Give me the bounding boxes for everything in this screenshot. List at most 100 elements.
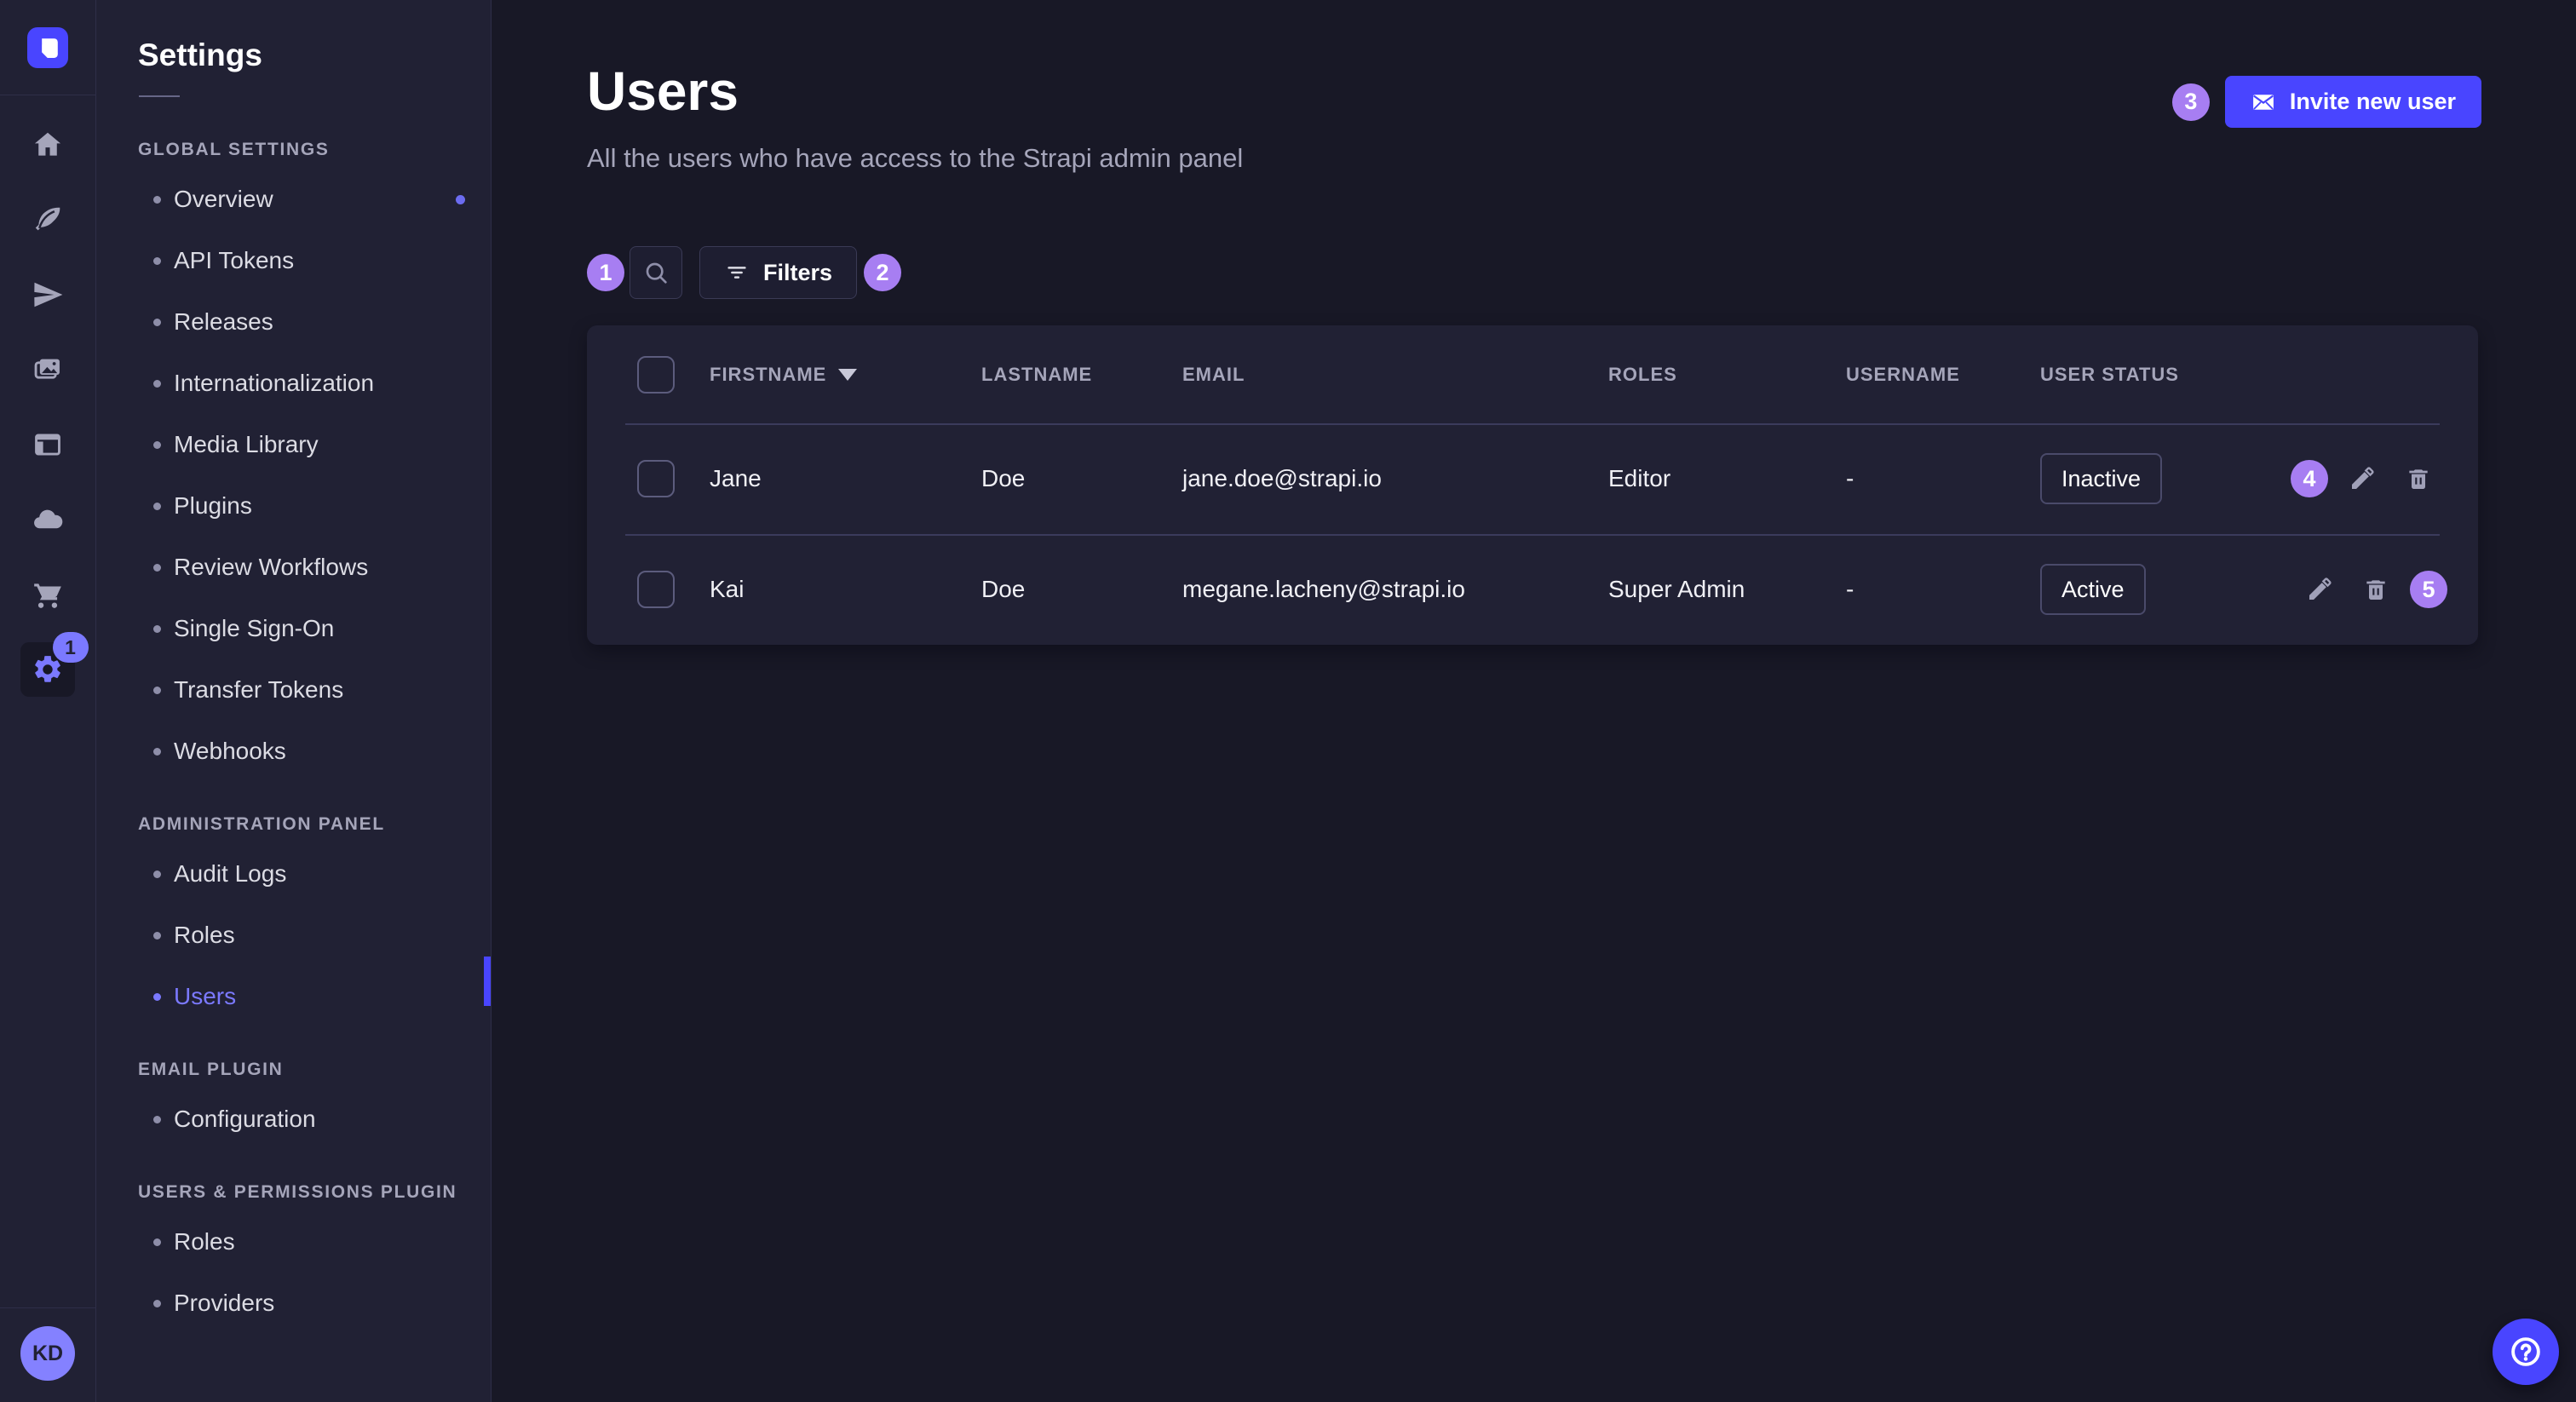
table-row[interactable]: Kai Doe megane.lacheny@strapi.io Super A… <box>587 534 2478 645</box>
help-button[interactable] <box>2493 1319 2559 1385</box>
workspace-logo-container[interactable] <box>0 0 95 95</box>
sidebar-item-single-sign-on[interactable]: Single Sign-On <box>96 598 491 659</box>
marketplace-cart-icon[interactable] <box>31 577 65 612</box>
page-subtitle: All the users who have access to the Str… <box>587 143 1244 173</box>
sidebar-item-releases[interactable]: Releases <box>96 291 491 353</box>
annotation-badge-4: 4 <box>2291 460 2328 497</box>
sidebar-item-admin-roles[interactable]: Roles <box>96 905 491 966</box>
section-label-users-permissions-plugin: USERS & PERMISSIONS PLUGIN <box>138 1182 457 1202</box>
users-permissions-plugin-list: Roles Providers <box>96 1211 491 1334</box>
sidebar-item-label: Plugins <box>174 492 252 519</box>
cell-roles: Editor <box>1608 465 1671 491</box>
sidebar-item-webhooks[interactable]: Webhooks <box>96 721 491 782</box>
home-icon[interactable] <box>31 128 65 162</box>
sidebar-item-label: Webhooks <box>174 738 286 764</box>
search-icon <box>646 262 667 284</box>
cell-roles: Super Admin <box>1608 576 1745 602</box>
sidebar-item-users[interactable]: Users <box>96 966 491 1027</box>
bullet-icon <box>153 992 161 1001</box>
column-header-username[interactable]: USERNAME <box>1846 363 1960 385</box>
cell-email: megane.lacheny@strapi.io <box>1182 576 1465 602</box>
sidebar-item-label: Providers <box>174 1290 275 1316</box>
sidebar-item-transfer-tokens[interactable]: Transfer Tokens <box>96 659 491 721</box>
feather-icon[interactable] <box>31 203 65 237</box>
filter-icon <box>727 267 746 279</box>
global-settings-list: Overview API Tokens Releases Internation… <box>96 169 491 782</box>
section-label-email-plugin: EMAIL PLUGIN <box>138 1060 284 1079</box>
bullet-icon <box>153 747 161 756</box>
bullet-icon <box>153 1115 161 1123</box>
sidebar-item-label: Single Sign-On <box>174 615 335 641</box>
invite-button-label: Invite new user <box>2289 89 2456 114</box>
paper-plane-icon[interactable] <box>31 278 65 312</box>
column-header-user-status[interactable]: USER STATUS <box>2040 363 2179 385</box>
column-header-lastname[interactable]: LASTNAME <box>981 363 1093 385</box>
main-content: Users All the users who have access to t… <box>492 0 2576 1402</box>
sidebar-item-configuration[interactable]: Configuration <box>96 1089 491 1150</box>
trash-icon <box>2366 580 2385 600</box>
sidebar-item-label: Configuration <box>174 1106 316 1132</box>
delete-user-button[interactable] <box>2401 462 2435 496</box>
filters-button[interactable]: Filters <box>699 246 858 299</box>
table-header-row: FIRSTNAME LASTNAME EMAIL ROLES USERNAME … <box>587 325 2478 423</box>
sidebar-scrollbar-thumb[interactable] <box>484 957 491 1006</box>
table-toolbar: 1 Filters 2 <box>587 246 902 299</box>
sidebar-item-media-library[interactable]: Media Library <box>96 414 491 475</box>
settings-notification-badge: 1 <box>52 632 89 663</box>
search-button[interactable] <box>630 246 682 299</box>
column-header-roles[interactable]: ROLES <box>1608 363 1677 385</box>
sidebar-item-label: Internationalization <box>174 370 375 396</box>
sidebar-item-overview[interactable]: Overview <box>96 169 491 230</box>
bullet-icon <box>153 686 161 694</box>
edit-user-button[interactable] <box>2303 572 2337 606</box>
annotation-badge-2: 2 <box>864 254 902 291</box>
sidebar-item-audit-logs[interactable]: Audit Logs <box>96 843 491 905</box>
sort-descending-icon[interactable] <box>838 368 858 381</box>
section-label-global-settings: GLOBAL SETTINGS <box>138 140 330 159</box>
user-avatar[interactable]: KD <box>20 1326 75 1381</box>
sidebar-title: Settings <box>138 37 262 72</box>
column-header-firstname[interactable]: FIRSTNAME <box>710 364 981 386</box>
page-title: Users <box>587 60 739 122</box>
table-row[interactable]: Jane Doe jane.doe@strapi.io Editor - Ina… <box>587 423 2478 534</box>
mail-icon <box>2253 94 2274 110</box>
row-checkbox[interactable] <box>637 460 675 497</box>
users-table: FIRSTNAME LASTNAME EMAIL ROLES USERNAME … <box>587 325 2478 645</box>
rail-bottom-divider <box>0 1307 95 1308</box>
bullet-icon <box>153 563 161 572</box>
sidebar-item-api-tokens[interactable]: API Tokens <box>96 230 491 291</box>
cloud-icon[interactable] <box>31 503 65 537</box>
invite-new-user-button[interactable]: Invite new user <box>2224 76 2481 128</box>
cell-firstname: Kai <box>710 576 745 602</box>
row-checkbox[interactable] <box>637 571 675 608</box>
sidebar-item-providers[interactable]: Providers <box>96 1273 491 1334</box>
edit-user-button[interactable] <box>2345 462 2379 496</box>
sidebar-item-up-roles[interactable]: Roles <box>96 1211 491 1273</box>
delete-user-button[interactable] <box>2359 572 2393 606</box>
filters-button-label: Filters <box>763 259 833 285</box>
sidebar-item-label: Transfer Tokens <box>174 676 344 703</box>
settings-sidebar: Settings GLOBAL SETTINGS Overview API To… <box>96 0 492 1402</box>
cell-lastname: Doe <box>981 465 1026 491</box>
question-mark-icon <box>2511 1337 2540 1366</box>
pencil-icon <box>2309 577 2332 600</box>
column-header-email[interactable]: EMAIL <box>1182 363 1245 385</box>
cell-username: - <box>1846 576 1854 602</box>
content-manager-icon[interactable] <box>31 428 65 462</box>
bullet-icon <box>153 256 161 265</box>
cell-email: jane.doe@strapi.io <box>1182 465 1382 491</box>
bullet-icon <box>153 870 161 878</box>
cell-lastname: Doe <box>981 576 1026 602</box>
select-all-checkbox[interactable] <box>637 355 675 394</box>
sidebar-item-label: Review Workflows <box>174 554 369 580</box>
sidebar-item-plugins[interactable]: Plugins <box>96 475 491 537</box>
sidebar-item-label: Roles <box>174 922 235 948</box>
strapi-logo-icon <box>27 26 68 68</box>
sidebar-item-review-workflows[interactable]: Review Workflows <box>96 537 491 598</box>
settings-gear-icon[interactable]: 1 <box>20 632 89 697</box>
sidebar-item-internationalization[interactable]: Internationalization <box>96 353 491 414</box>
media-library-icon[interactable] <box>31 353 65 387</box>
annotation-badge-3: 3 <box>2171 83 2210 121</box>
sidebar-item-label: Overview <box>174 186 273 212</box>
